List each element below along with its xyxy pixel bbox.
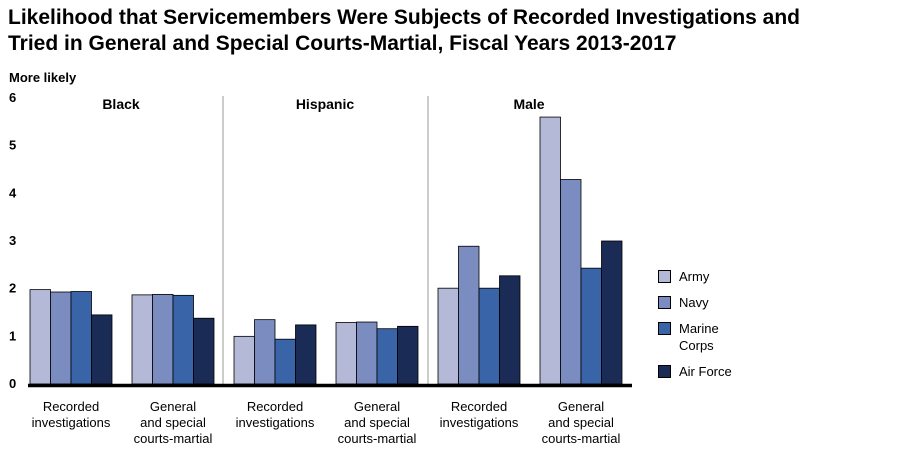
legend-item-navy: Navy <box>658 294 768 311</box>
legend-label-navy: Navy <box>679 295 709 310</box>
legend-swatch-marine-corps <box>658 322 671 335</box>
bar <box>295 324 317 385</box>
y-tick-label: 5 <box>9 138 16 153</box>
bar <box>397 325 419 385</box>
category-label: Recorded investigations <box>32 399 111 430</box>
bar <box>233 335 255 385</box>
bar <box>499 275 521 385</box>
y-tick-label: 2 <box>9 281 16 296</box>
bar <box>560 179 582 385</box>
legend-label-marine-corps: Marine Corps <box>679 321 719 353</box>
category-label: General and special courts-martial <box>542 399 621 446</box>
bar <box>539 116 561 385</box>
bar <box>274 338 296 385</box>
legend-label-army: Army <box>679 269 710 284</box>
legend-label-air-force: Air Force <box>679 364 732 379</box>
chart-title: Likelihood that Servicemembers Were Subj… <box>8 5 914 57</box>
bar <box>91 314 113 385</box>
bar <box>376 328 398 385</box>
y-tick-label: 3 <box>9 233 16 248</box>
y-tick-label: 6 <box>9 90 16 105</box>
category-label: General and special courts-martial <box>134 399 213 446</box>
group-label: Black <box>102 96 140 112</box>
group-label: Hispanic <box>296 96 355 112</box>
legend: Army Navy Marine Corps Air Force <box>658 268 768 389</box>
y-tick-label: 0 <box>9 376 16 391</box>
y-tick-label: 1 <box>9 328 16 343</box>
bar <box>193 317 215 385</box>
bar <box>172 294 194 385</box>
category-label: Recorded investigations <box>236 399 315 430</box>
bar <box>50 291 72 385</box>
bar <box>131 294 153 385</box>
legend-swatch-air-force <box>658 365 671 378</box>
group-label: Male <box>513 96 544 112</box>
bar <box>356 321 378 385</box>
bar <box>601 240 623 385</box>
bar <box>335 322 357 385</box>
bar <box>580 267 602 385</box>
bar <box>70 291 92 385</box>
y-tick-label: 4 <box>9 185 17 200</box>
legend-swatch-army <box>658 270 671 283</box>
legend-item-army: Army <box>658 268 768 285</box>
bar <box>254 319 276 385</box>
bar <box>478 287 500 385</box>
category-label: Recorded investigations <box>440 399 519 430</box>
legend-item-marine-corps: Marine Corps <box>658 320 768 354</box>
bar <box>458 245 480 385</box>
legend-swatch-navy <box>658 296 671 309</box>
chart-title-line-2: Tried in General and Special Courts-Mart… <box>8 32 677 55</box>
legend-item-air-force: Air Force <box>658 363 768 380</box>
bar <box>29 289 51 385</box>
chart-title-line-1: Likelihood that Servicemembers Were Subj… <box>8 6 800 29</box>
bar <box>437 287 459 385</box>
category-label: General and special courts-martial <box>338 399 417 446</box>
bar <box>152 293 174 385</box>
y-axis-label: More likely <box>9 70 77 85</box>
